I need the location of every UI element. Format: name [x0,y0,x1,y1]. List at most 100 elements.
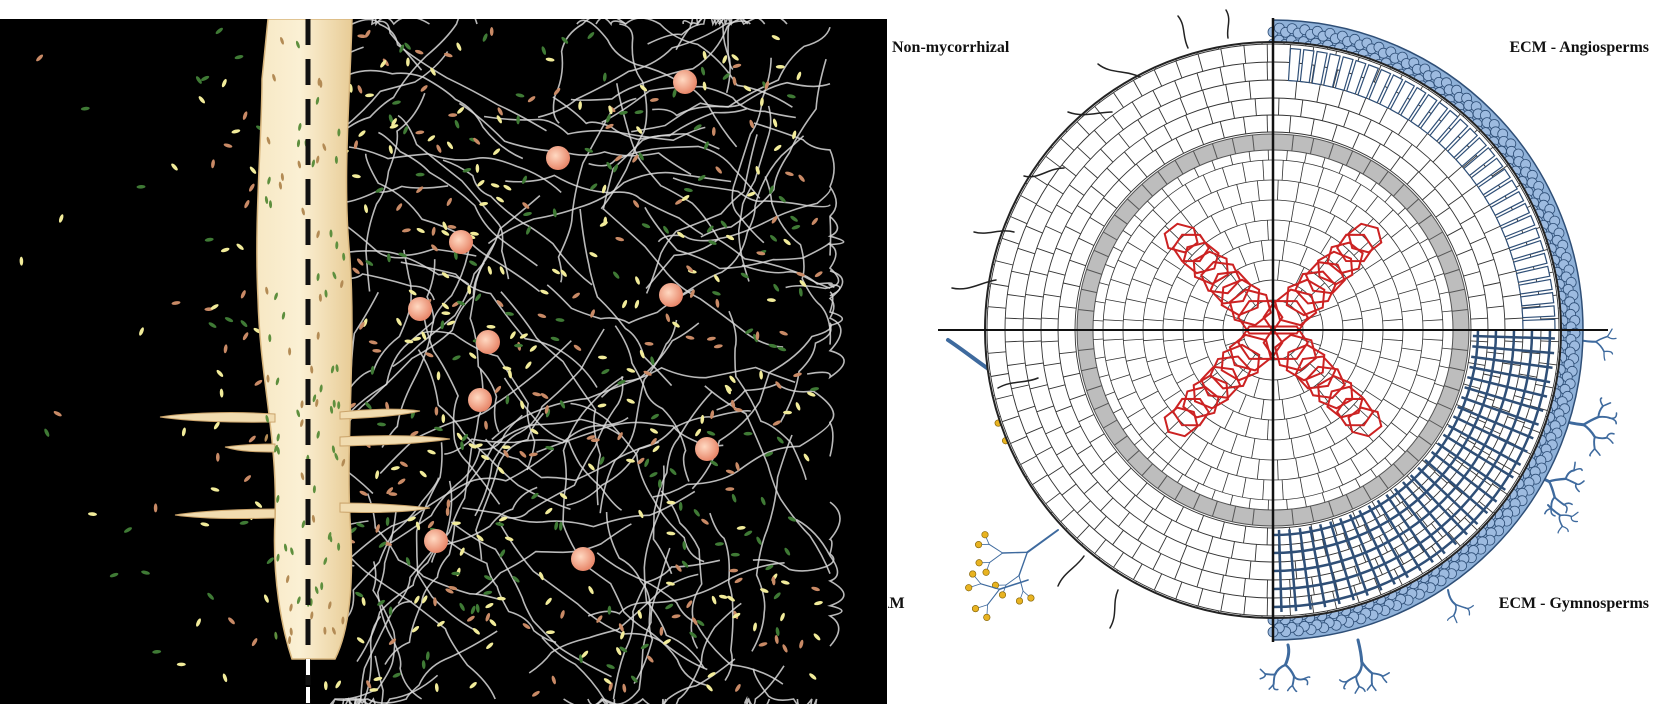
stele-cell-wall [1238,246,1247,266]
bacterium [769,234,778,242]
bacterium [496,596,506,601]
root-cell-mark [331,445,336,454]
hartig-net-wall [1469,365,1551,384]
stele-cell-wall [1382,318,1403,322]
stele-cell-wall [1434,383,1445,387]
hartig-net-wall [1452,415,1528,453]
bacterium [620,630,625,640]
bacterium [551,675,556,685]
hypha-strand [596,552,784,685]
cortex-cell-wall [1219,521,1225,539]
stele-cell-wall [1251,201,1256,222]
cortex-cell-wall [1041,340,1059,343]
stele-cell-wall [1409,431,1418,438]
bacterium [692,617,698,626]
xylem-cell [1262,325,1309,360]
stele-cell-wall [1277,180,1279,201]
hypha-strand [487,171,732,245]
hartig-net-wall [1471,355,1553,369]
stele-cell-wall [1105,356,1126,361]
bacterium [753,622,757,632]
stele-cell-wall [1147,200,1155,209]
bacterium [545,57,555,62]
bacterium [693,509,700,517]
cortex-cell-wall [1090,185,1105,197]
cortex-cell-wall [1005,436,1008,439]
cortex-cell-wall [1461,184,1477,196]
bacterium [559,493,568,500]
bacterium [702,81,707,91]
cortex-cell-wall [1048,384,1066,390]
endodermis-cell-wall [1291,508,1294,525]
stele-cell-wall [1256,180,1260,201]
bacterium [441,311,451,316]
hartig-radial-cell [1429,109,1459,143]
stele-cell-wall [1193,482,1200,493]
cortex-cell-wall [1358,97,1367,115]
label-am: AM [888,595,905,612]
hypha-strand [351,19,547,132]
am-spore [975,559,983,567]
cortex-cell-wall [1135,482,1148,497]
bacterium [357,34,367,39]
cortex-cell-wall [1010,216,1028,225]
bacterium [769,185,774,194]
cortex-cell-wall [1473,204,1490,215]
stele-cell-wall [1338,486,1344,496]
root-cross-section-svg: Non-mycorrhizal ECM - Angiosperms AM ECM… [888,9,1649,694]
hartig-radial-cell [1521,305,1556,319]
cortex-cell-wall [1422,459,1436,472]
bacterium [608,682,613,692]
endodermis-cell-wall [1211,143,1218,159]
hypha-strand [752,501,841,572]
hypha-branch [1575,480,1585,486]
bacterium [412,336,422,341]
root-cell-mark [296,139,301,148]
root-cell-mark [289,627,293,636]
bacterium [756,536,762,545]
cortex-cell-wall [1175,58,1177,61]
endodermis-cell-wall [1211,501,1218,517]
cortex-cell-wall [1036,247,1054,255]
cortex-cell-wall [1502,293,1521,298]
bacterium [747,191,756,197]
cortex-cell-wall [1055,405,1072,413]
bacterium [608,105,613,115]
hypha-strand [806,270,845,380]
hypha-strand [371,19,430,71]
cortex-cell-wall [1446,227,1463,237]
cortex-cell-wall [1207,107,1214,124]
stele-cell-wall [1253,377,1260,398]
cortex-cell-wall [1078,237,1095,246]
root-cell-mark [298,122,302,131]
cortex-cell-wall [1045,225,1063,235]
hypha-branch [1573,461,1576,472]
bacterium [672,88,677,98]
hypha-strand [661,602,742,704]
bacterium [732,63,742,68]
stele-cell-wall [1163,258,1182,271]
bacterium [617,432,623,441]
stele-cell-wall [1334,174,1344,194]
endodermis-cell-wall [1192,494,1201,510]
bacterium [539,571,544,581]
bacterium [523,211,532,217]
hypha-strand [700,58,827,238]
bacterium [421,595,428,604]
cortex-cell-wall [1254,544,1257,562]
stele-cell-wall [1245,417,1251,437]
hypha-strand [562,376,624,554]
bacterium [735,462,740,471]
hartig-radial-cell [1399,86,1427,121]
hypha-strand [552,96,720,150]
cortex-cell-wall [1063,372,1080,378]
stele-cell-wall [1117,391,1137,401]
hartig-net-wall [1308,526,1327,608]
cortex-cell-wall [1389,156,1401,171]
stele-cell-wall [1242,162,1247,183]
bacterium [386,487,394,495]
bacterium [545,507,553,515]
stele-cell-wall [1373,277,1393,287]
stele-cell-wall [1134,214,1143,222]
cortex-cell-wall [1278,98,1280,116]
